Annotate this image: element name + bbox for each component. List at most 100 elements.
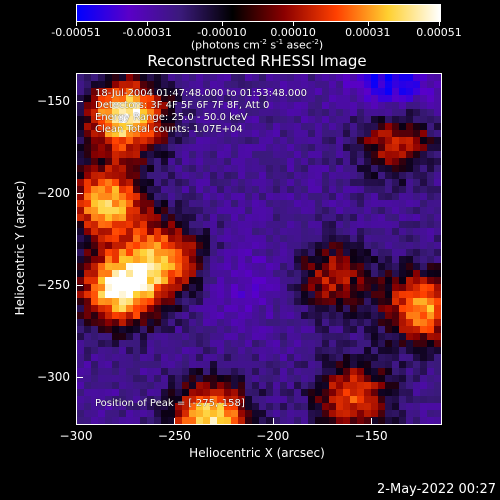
heatmap-cell: [112, 326, 120, 334]
heatmap-cell: [119, 396, 127, 404]
heatmap-cell: [252, 81, 260, 89]
heatmap-cell: [210, 417, 218, 424]
heatmap-cell: [336, 382, 344, 390]
heatmap-cell: [119, 291, 127, 299]
heatmap-cell: [224, 389, 232, 397]
heatmap-cell: [91, 179, 99, 187]
heatmap-cell: [175, 347, 183, 355]
heatmap-cell: [210, 256, 218, 264]
heatmap-cell: [252, 256, 260, 264]
heatmap-cell: [364, 130, 372, 138]
heatmap-cell: [196, 116, 204, 124]
heatmap-cell: [343, 242, 351, 250]
heatmap-cell: [119, 333, 127, 341]
heatmap-cell: [371, 221, 379, 229]
heatmap-cell: [140, 130, 148, 138]
heatmap-cell: [91, 74, 99, 82]
heatmap-cell: [119, 242, 127, 250]
heatmap-cell: [105, 158, 113, 166]
heatmap-cell: [322, 389, 330, 397]
heatmap-cell: [140, 242, 148, 250]
heatmap-cell: [252, 123, 260, 131]
heatmap-cell: [210, 74, 218, 82]
heatmap-cell: [84, 319, 92, 327]
heatmap-cell: [287, 116, 295, 124]
heatmap-cell: [280, 228, 288, 236]
heatmap-cell: [147, 123, 155, 131]
heatmap-cell: [294, 270, 302, 278]
heatmap-cell: [392, 88, 400, 96]
heatmap-cell: [357, 347, 365, 355]
heatmap-cell: [168, 417, 176, 424]
heatmap-cell: [168, 137, 176, 145]
heatmap-cell: [112, 172, 120, 180]
heatmap-cell: [413, 95, 421, 103]
heatmap-cell: [266, 319, 274, 327]
heatmap-cell: [329, 403, 337, 411]
heatmap-cell: [266, 298, 274, 306]
heatmap-cell: [175, 312, 183, 320]
heatmap-cell: [161, 263, 169, 271]
heatmap-cell: [98, 130, 106, 138]
heatmap-cell: [315, 410, 323, 418]
heatmap-cell: [161, 361, 169, 369]
heatmap-cell: [259, 200, 267, 208]
heatmap-cell: [364, 214, 372, 222]
heatmap-cell: [273, 263, 281, 271]
heatmap-cell: [273, 291, 281, 299]
heatmap-cell: [336, 137, 344, 145]
heatmap-cell: [371, 340, 379, 348]
heatmap-cell: [182, 214, 190, 222]
heatmap-cell: [210, 123, 218, 131]
heatmap-cell: [287, 151, 295, 159]
heatmap-cell: [357, 326, 365, 334]
heatmap-cell: [217, 249, 225, 257]
heatmap-cell: [147, 417, 155, 424]
heatmap-cell: [126, 375, 134, 383]
heatmap-cell: [378, 375, 386, 383]
heatmap-cell: [427, 389, 435, 397]
heatmap-cell: [371, 102, 379, 110]
heatmap-cell: [147, 389, 155, 397]
heatmap-cell: [364, 235, 372, 243]
heatmap-cell: [280, 207, 288, 215]
heatmap-cell: [266, 403, 274, 411]
heatmap-cell: [140, 396, 148, 404]
heatmap-cell: [140, 179, 148, 187]
heatmap-cell: [189, 312, 197, 320]
heatmap-cell: [105, 347, 113, 355]
heatmap-cell: [385, 186, 393, 194]
heatmap-cell: [210, 102, 218, 110]
heatmap-cell: [147, 116, 155, 124]
heatmap-cell: [350, 389, 358, 397]
heatmap-cell: [126, 319, 134, 327]
heatmap-cell: [427, 298, 435, 306]
heatmap-cell: [112, 277, 120, 285]
heatmap-cell: [308, 270, 316, 278]
heatmap-cell: [175, 340, 183, 348]
heatmap-cell: [203, 347, 211, 355]
heatmap-cell: [154, 130, 162, 138]
heatmap-cell: [224, 151, 232, 159]
heatmap-cell: [224, 347, 232, 355]
heatmap-cell: [189, 130, 197, 138]
heatmap-cell: [392, 172, 400, 180]
heatmap-cell: [287, 403, 295, 411]
heatmap-cell: [203, 375, 211, 383]
heatmap-cell: [252, 305, 260, 313]
heatmap-cell: [392, 347, 400, 355]
heatmap-cell: [357, 95, 365, 103]
heatmap-cell: [217, 284, 225, 292]
heatmap-cell: [427, 375, 435, 383]
heatmap-cell: [98, 172, 106, 180]
heatmap-cell: [427, 284, 435, 292]
heatmap-cell: [210, 354, 218, 362]
heatmap-cell: [168, 298, 176, 306]
heatmap-cell: [182, 284, 190, 292]
heatmap-cell: [420, 368, 428, 376]
heatmap-cell: [336, 410, 344, 418]
heatmap-cell: [217, 235, 225, 243]
heatmap-cell: [161, 333, 169, 341]
heatmap-cell: [399, 151, 407, 159]
heatmap-cell: [364, 102, 372, 110]
